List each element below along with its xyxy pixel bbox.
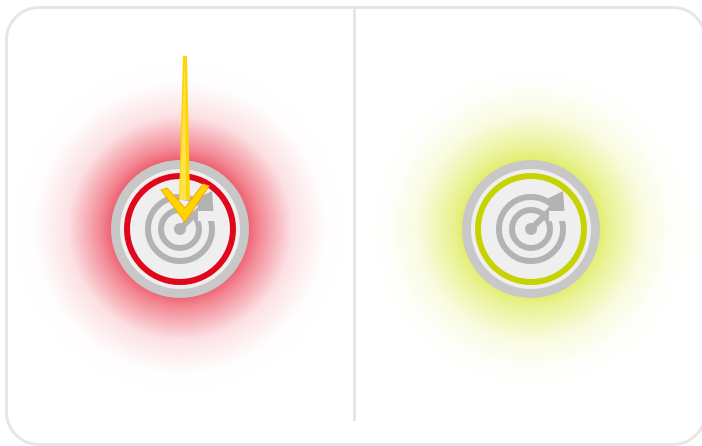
radar-badge-lime[interactable]: [461, 159, 601, 299]
radar-badge-red[interactable]: [110, 159, 250, 299]
radar-icon: [462, 160, 600, 298]
right-panel: [356, 0, 702, 421]
down-arrow-icon: [145, 50, 225, 230]
left-panel: [5, 0, 355, 421]
panel-divider: [353, 8, 356, 421]
status-ring-lime: [475, 173, 587, 285]
radar-icon: [111, 160, 249, 298]
